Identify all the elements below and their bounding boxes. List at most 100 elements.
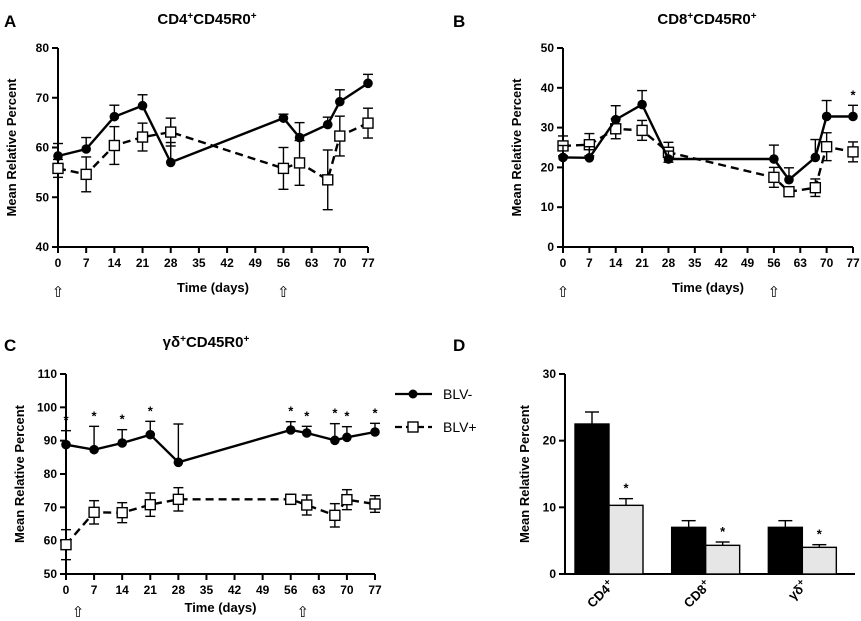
- panel-c-blv-neg-point: [117, 438, 127, 448]
- panel-c-blv-neg-point: [145, 429, 156, 440]
- panel-label-b: B: [453, 12, 465, 31]
- legend: BLV- BLV+: [395, 386, 477, 435]
- panel-d-blv-pos-bar: [801, 546, 838, 575]
- panel-b-blv-neg-line: [562, 102, 853, 182]
- panel-a-x-tick-label: 70: [333, 256, 347, 270]
- panel-c-x-tick-label: 56: [284, 583, 298, 597]
- panel-a-blv-pos-point: [334, 130, 346, 142]
- panel-b-x-tick-label: 70: [820, 256, 834, 270]
- panel-b-blv-neg-point: [637, 99, 647, 110]
- panel-d-blv-neg-bar: [767, 526, 804, 575]
- panel-b-y-tick-label: 40: [541, 81, 555, 95]
- panel-label-d: D: [453, 336, 465, 355]
- panel-b-blv-pos-point: [783, 185, 795, 198]
- panel-c-blv-pos-line: [65, 498, 376, 546]
- panel-b-y-tick-label: 50: [541, 41, 555, 55]
- panel-b-x-tick-label: 49: [741, 256, 755, 270]
- panel-c-blv-pos-point: [116, 506, 128, 519]
- panel-c-y-tick-label: 50: [44, 567, 58, 581]
- panel-c-y-tick-label: 90: [44, 434, 58, 448]
- panel-a-blv-neg-line: [57, 82, 369, 164]
- panel-c-inoculation-arrow: ⇧: [72, 604, 85, 621]
- panel-c-significance-star: *: [344, 409, 350, 424]
- panel-b-blv-pos-point: [809, 181, 822, 194]
- panel-d-significance-star: *: [720, 524, 726, 539]
- panel-b-x-tick-label: 7: [586, 256, 593, 270]
- panel-d-significance-star: *: [817, 527, 823, 542]
- panel-a-blv-neg-point: [109, 111, 120, 122]
- panel-c-x-tick-label: 14: [116, 583, 130, 597]
- panel-b-title: CD8+CD45R0+: [657, 11, 756, 29]
- panel-a-x-tick-label: 56: [277, 256, 291, 270]
- panel-b-x-tick-label: 63: [794, 256, 808, 270]
- panel-b-blv-neg-point: [848, 111, 858, 122]
- panel-d-y-tick-label: 30: [543, 367, 557, 381]
- panel-c-x-tick-label: 7: [91, 583, 98, 597]
- panel-b-blv-neg-point: [610, 114, 621, 125]
- panel-a-blv-neg-point: [137, 100, 148, 111]
- panel-a-x-tick-label: 0: [55, 256, 62, 270]
- panel-c-blv-neg-point: [370, 427, 380, 437]
- panel-c-x-axis-label: Time (days): [184, 600, 256, 615]
- panel-a-x-tick-label: 14: [108, 256, 122, 270]
- panel-c-blv-pos-point: [341, 493, 353, 506]
- panel-label-c: C: [4, 336, 16, 355]
- panel-d-category-label: CD4+: [583, 576, 617, 610]
- panel-a-blv-pos-point: [293, 157, 306, 169]
- panel-b-blv-pos-point: [847, 146, 859, 158]
- legend-blv-neg-label: BLV-: [443, 386, 473, 402]
- panel-a-inoculation-arrow: ⇧: [277, 284, 290, 301]
- panel-c-blv-pos-point: [144, 498, 156, 511]
- panel-b-x-tick-label: 28: [662, 256, 676, 270]
- panel-b-x-tick-label: 42: [715, 256, 729, 270]
- panel-a-x-tick-label: 42: [220, 256, 234, 270]
- panel-d-significance-star: *: [623, 481, 629, 496]
- panel-a-x-axis-label: Time (days): [177, 280, 249, 295]
- panel-a-x-tick-label: 21: [136, 256, 150, 270]
- panel-a-y-tick-label: 50: [36, 190, 50, 204]
- panel-c-y-tick-label: 70: [44, 500, 58, 514]
- panel-a-blv-pos-point: [362, 117, 374, 129]
- panel-c-blv-neg-point: [173, 457, 184, 468]
- panel-c-significance-star: *: [92, 408, 98, 423]
- panel-c-x-tick-label: 0: [63, 583, 70, 597]
- panel-c-x-tick-label: 28: [172, 583, 186, 597]
- panel-a-blv-neg-point: [363, 78, 373, 89]
- panel-a-y-axis-label: Mean Relative Percent: [4, 78, 19, 217]
- panel-b-y-tick-label: 0: [547, 240, 554, 254]
- panel-b-blv-pos-point: [820, 141, 833, 153]
- panel-d-blv-pos-bar: [704, 544, 741, 575]
- panel-a-y-tick-label: 60: [36, 141, 50, 155]
- panel-a-blv-neg-point: [53, 151, 63, 161]
- panel-a-y-tick-label: 80: [36, 41, 50, 55]
- panel-c-x-tick-label: 35: [200, 583, 214, 597]
- panel-c-blv-neg-line: [65, 428, 376, 464]
- panel-b-x-tick-label: 0: [560, 256, 567, 270]
- panel-a-blv-pos-point: [52, 162, 64, 175]
- panel-b-inoculation-arrow: ⇧: [768, 284, 781, 301]
- panel-c-x-tick-label: 49: [256, 583, 270, 597]
- panel-c-blv-pos-point: [285, 493, 297, 506]
- panel-d-category-label: γδ+: [784, 576, 811, 603]
- panel-c-blv-neg-point: [301, 428, 312, 438]
- panel-a-blv-pos-point: [136, 131, 149, 143]
- panel-c-x-tick-label: 63: [312, 583, 326, 597]
- panel-a-title: CD4+CD45R0+: [157, 11, 256, 29]
- panel-c-title: γδ+CD45R0+: [163, 334, 250, 352]
- panel-a-x-tick-label: 49: [249, 256, 263, 270]
- panel-b-inoculation-arrow: ⇧: [557, 284, 570, 301]
- panel-a-blv-neg-point: [322, 119, 333, 130]
- panel-c-inoculation-arrow: ⇧: [296, 604, 309, 621]
- panel-c-y-tick-label: 110: [38, 367, 58, 381]
- panel-a-inoculation-arrow: ⇧: [52, 284, 65, 301]
- panel-b-blv-neg-point: [584, 153, 595, 163]
- panel-b-blv-pos-point: [636, 124, 648, 137]
- panel-c-significance-star: *: [304, 408, 310, 423]
- panel-d-y-axis-label: Mean Relative Percent: [517, 404, 532, 543]
- panel-c-y-axis-label: Mean Relative Percent: [12, 404, 27, 543]
- panel-c-y-tick-label: 100: [37, 400, 57, 414]
- panel-b-y-tick-label: 10: [541, 200, 555, 214]
- panel-d-chart: 0 10 20 30 Mean Relative Percent CD4+ CD8+ γδ+ *…: [517, 367, 855, 611]
- panel-d-blv-neg-bar: [574, 423, 610, 575]
